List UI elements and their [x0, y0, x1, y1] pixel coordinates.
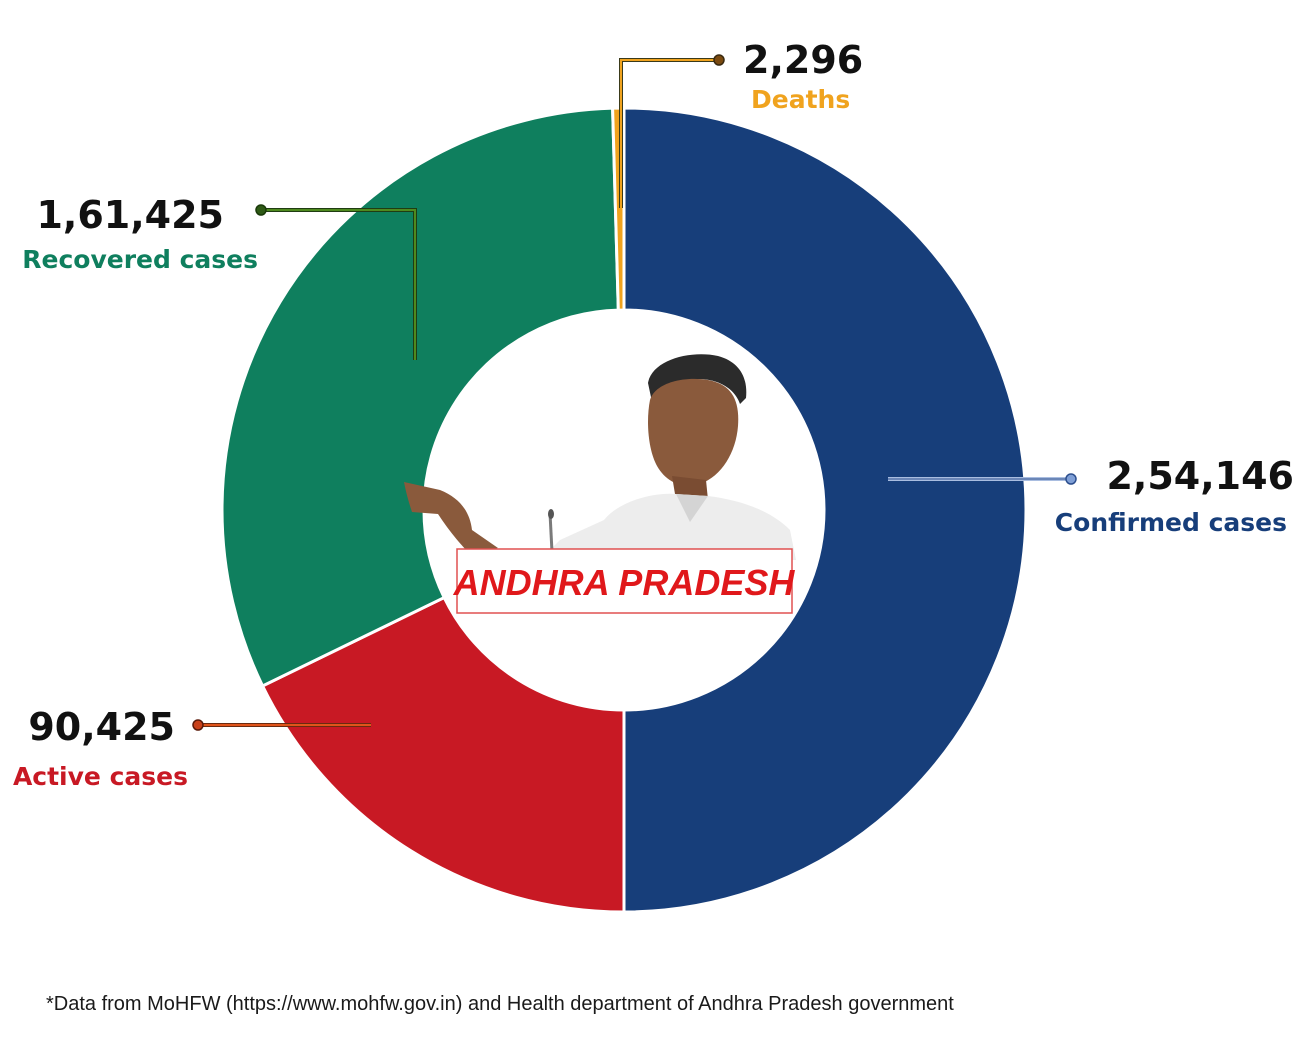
- category-label-recovered: Recovered cases: [22, 245, 258, 274]
- leader-dot-deaths: [713, 54, 725, 66]
- leader-lines: [192, 54, 1077, 731]
- value-label-deaths: 2,296: [743, 38, 863, 82]
- value-label-recovered: 1,61,425: [36, 193, 224, 237]
- leader-dot-recovered: [255, 204, 267, 216]
- leader-dot-active: [192, 719, 204, 731]
- center-portrait-image: [404, 354, 796, 560]
- value-label-active: 90,425: [28, 705, 175, 749]
- source-footnote: *Data from MoHFW (https://www.mohfw.gov.…: [46, 993, 954, 1015]
- center-label: ANDHRA PRADESH: [453, 562, 796, 603]
- leader-dot-confirmed: [1065, 473, 1077, 485]
- data-labels: 2,296 Deaths 1,61,425 Recovered cases 2,…: [13, 38, 1294, 791]
- slice-active-cases: [260, 595, 626, 914]
- category-label-confirmed: Confirmed cases: [1055, 508, 1287, 537]
- center-label-box: ANDHRA PRADESH: [453, 548, 796, 614]
- slice-confirmed-cases: [622, 106, 1028, 914]
- category-label-deaths: Deaths: [751, 85, 850, 114]
- slice-recovered-cases: [220, 106, 620, 688]
- category-label-active: Active cases: [13, 762, 188, 791]
- donut-slices: [220, 106, 1028, 914]
- value-label-confirmed: 2,54,146: [1106, 454, 1294, 498]
